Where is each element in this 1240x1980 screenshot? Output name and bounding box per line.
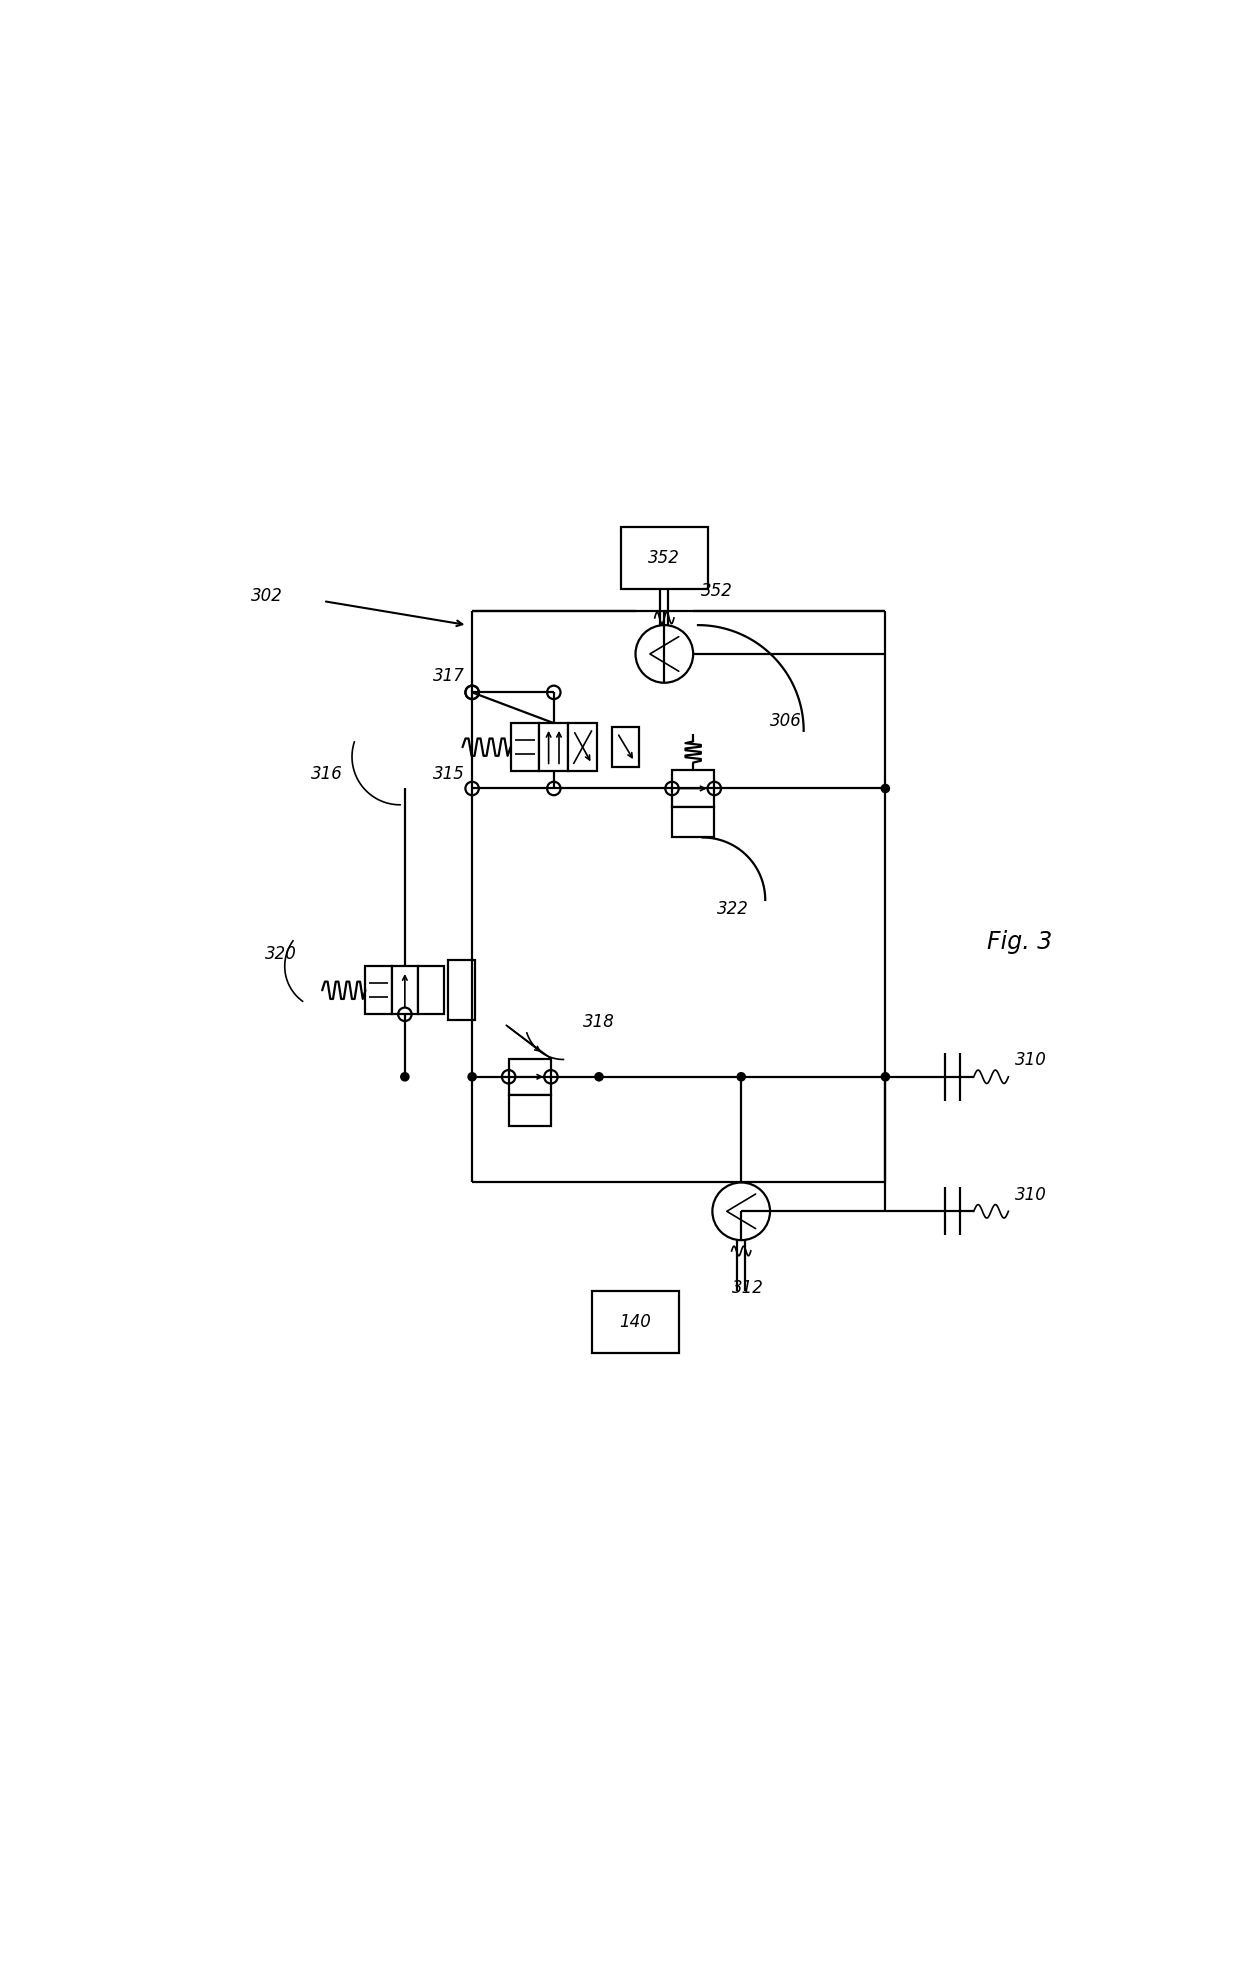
Circle shape bbox=[737, 1071, 746, 1081]
Bar bbox=[672, 770, 714, 806]
Text: 318: 318 bbox=[583, 1012, 615, 1032]
Circle shape bbox=[594, 1071, 604, 1081]
Text: 140: 140 bbox=[620, 1313, 651, 1331]
Text: 320: 320 bbox=[265, 944, 298, 962]
Bar bbox=[539, 723, 568, 770]
Text: 352: 352 bbox=[649, 548, 681, 566]
Bar bbox=[448, 960, 475, 1020]
Bar bbox=[366, 966, 392, 1014]
Text: 310: 310 bbox=[1016, 1051, 1047, 1069]
Circle shape bbox=[880, 784, 890, 794]
Bar bbox=[593, 1291, 678, 1352]
Bar bbox=[672, 806, 714, 838]
Text: 310: 310 bbox=[1016, 1186, 1047, 1204]
Text: 312: 312 bbox=[732, 1279, 764, 1297]
Bar bbox=[568, 723, 596, 770]
Text: 306: 306 bbox=[770, 713, 802, 731]
Text: 315: 315 bbox=[433, 764, 465, 782]
Text: 322: 322 bbox=[717, 901, 749, 919]
Bar bbox=[392, 966, 418, 1014]
Text: 352: 352 bbox=[701, 582, 733, 600]
Bar bbox=[621, 527, 708, 590]
Bar bbox=[418, 966, 444, 1014]
Circle shape bbox=[880, 1071, 890, 1081]
Circle shape bbox=[467, 1071, 477, 1081]
Text: Fig. 3: Fig. 3 bbox=[987, 931, 1053, 954]
Text: 317: 317 bbox=[433, 667, 465, 685]
Text: 302: 302 bbox=[250, 588, 283, 606]
Bar bbox=[511, 723, 539, 770]
Bar bbox=[613, 727, 640, 768]
Text: 316: 316 bbox=[310, 764, 342, 782]
Circle shape bbox=[401, 1071, 409, 1081]
Bar bbox=[508, 1095, 551, 1127]
Bar bbox=[508, 1059, 551, 1095]
